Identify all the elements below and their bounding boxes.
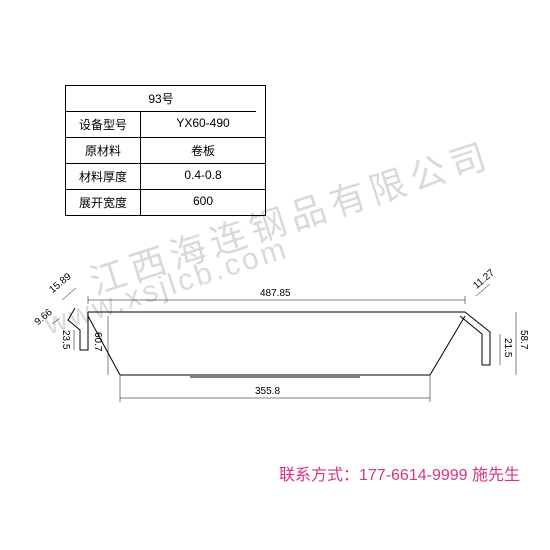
contact-phone: 177-6614-9999 — [359, 467, 468, 484]
contact-line: 联系方式：177-6614-9999 施先生 — [279, 461, 520, 485]
contact-name: 施先生 — [468, 467, 520, 484]
contact-label: 联系方式： — [279, 467, 359, 484]
row-label: 展开宽度 — [66, 190, 141, 215]
table-row: 展开宽度 600 — [66, 190, 265, 215]
dim-right-total: 58.7 — [518, 330, 529, 349]
spec-table: 93号 设备型号 YX60-490 原材料 卷板 材料厚度 0.4-0.8 展开… — [65, 85, 266, 216]
table-row: 原材料 卷板 — [66, 138, 265, 164]
row-label: 设备型号 — [66, 112, 141, 137]
dim-right-side: 21.5 — [502, 338, 513, 357]
row-label: 材料厚度 — [66, 164, 141, 189]
dim-top-width: 487.85 — [260, 288, 291, 299]
row-value: 0.4-0.8 — [141, 164, 265, 189]
row-value: 卷板 — [141, 138, 265, 163]
profile-drawing: 487.85 355.8 60.7 23.5 15.89 9.66 11.27 … — [20, 270, 530, 430]
dim-left-depth: 23.5 — [60, 330, 71, 349]
row-value: YX60-490 — [141, 112, 265, 137]
table-row: 材料厚度 0.4-0.8 — [66, 164, 265, 190]
table-row: 设备型号 YX60-490 — [66, 112, 265, 138]
row-value: 600 — [141, 190, 265, 215]
dim-bottom-width: 355.8 — [255, 386, 280, 397]
table-header: 93号 — [66, 86, 256, 112]
dim-depth: 60.7 — [92, 332, 103, 351]
row-label: 原材料 — [66, 138, 141, 163]
